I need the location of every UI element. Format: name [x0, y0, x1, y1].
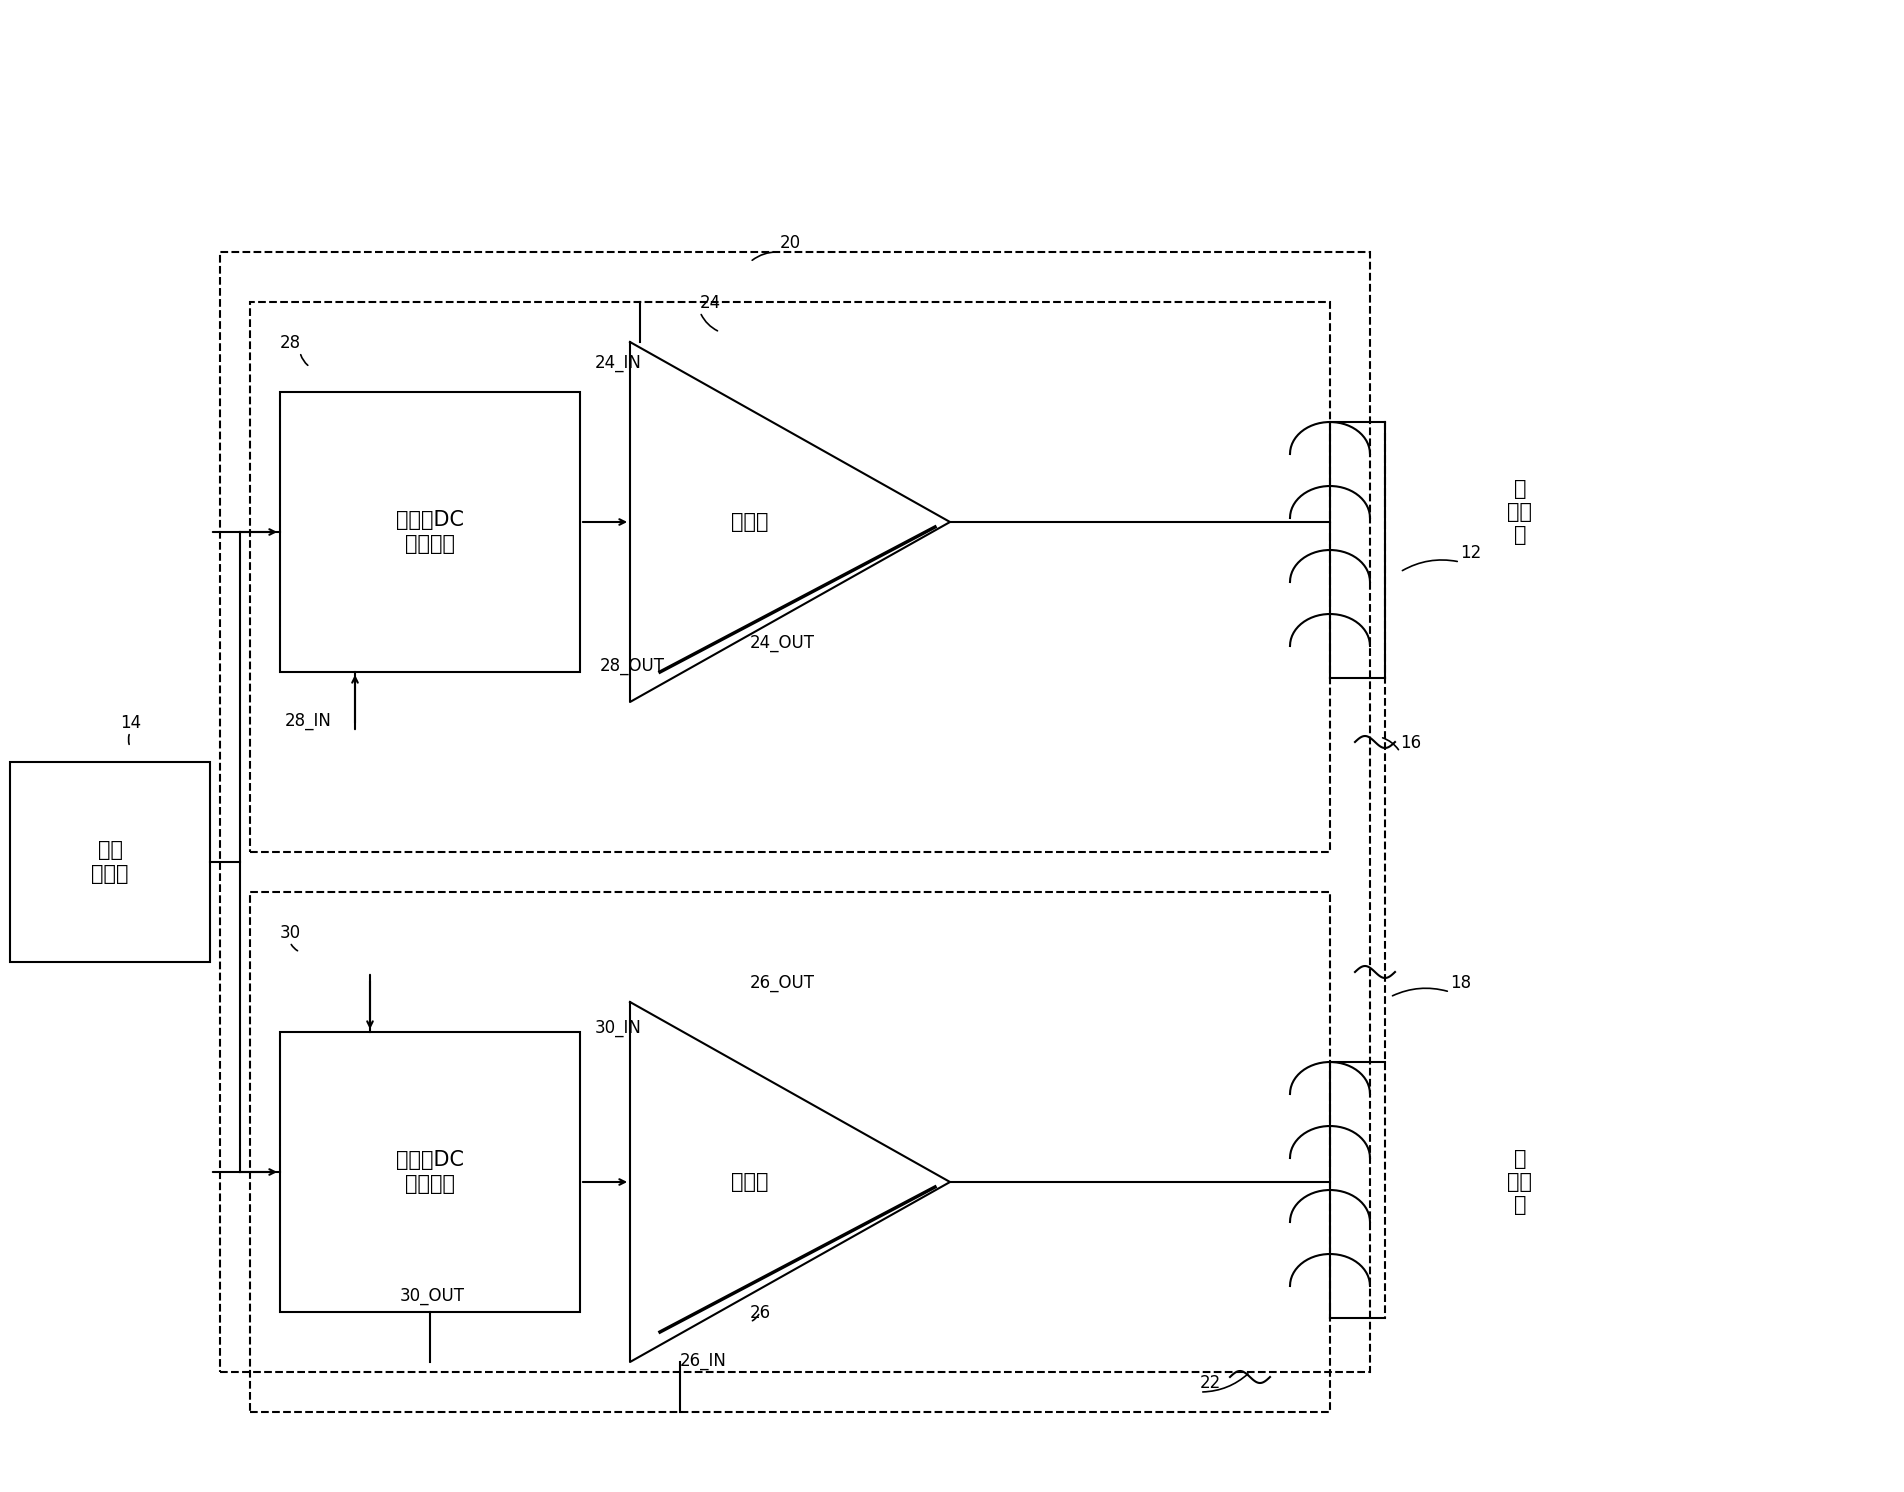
Text: 14: 14: [120, 715, 141, 733]
Bar: [249, 301, 1331, 852]
Text: 16: 16: [1399, 734, 1420, 752]
Text: 30_IN: 30_IN: [594, 1019, 642, 1037]
Text: 30: 30: [280, 924, 301, 941]
Bar: [280, 392, 581, 671]
Text: 28_OUT: 28_OUT: [600, 656, 664, 674]
Text: 帧
线圈
左: 帧 线圈 左: [1508, 479, 1533, 545]
Text: 26_OUT: 26_OUT: [750, 974, 815, 992]
Bar: [249, 892, 1331, 1411]
Bar: [10, 762, 209, 962]
Text: 26_IN: 26_IN: [680, 1352, 727, 1370]
Text: 扩帧器: 扩帧器: [731, 512, 769, 533]
Text: 28: 28: [280, 334, 301, 352]
Bar: [221, 252, 1371, 1373]
Text: 幅度和DC
移位控制: 幅度和DC 移位控制: [396, 1150, 465, 1194]
Text: 22: 22: [1200, 1374, 1220, 1392]
Text: 26: 26: [750, 1304, 771, 1322]
Text: 24_OUT: 24_OUT: [750, 634, 815, 652]
Text: 12: 12: [1460, 545, 1481, 562]
Text: 扩帧器: 扩帧器: [731, 1173, 769, 1192]
Text: 偏转
处理器: 偏转 处理器: [91, 840, 129, 883]
Text: 24_IN: 24_IN: [594, 354, 642, 372]
Text: 30_OUT: 30_OUT: [400, 1288, 465, 1306]
Text: 18: 18: [1451, 974, 1472, 992]
Bar: [280, 1032, 581, 1311]
Text: 幅度和DC
移位控制: 幅度和DC 移位控制: [396, 510, 465, 554]
Text: 24: 24: [701, 294, 722, 312]
Text: 帧
线圈
右: 帧 线圈 右: [1508, 1149, 1533, 1214]
Text: 28_IN: 28_IN: [286, 712, 331, 730]
Text: 20: 20: [781, 234, 802, 252]
